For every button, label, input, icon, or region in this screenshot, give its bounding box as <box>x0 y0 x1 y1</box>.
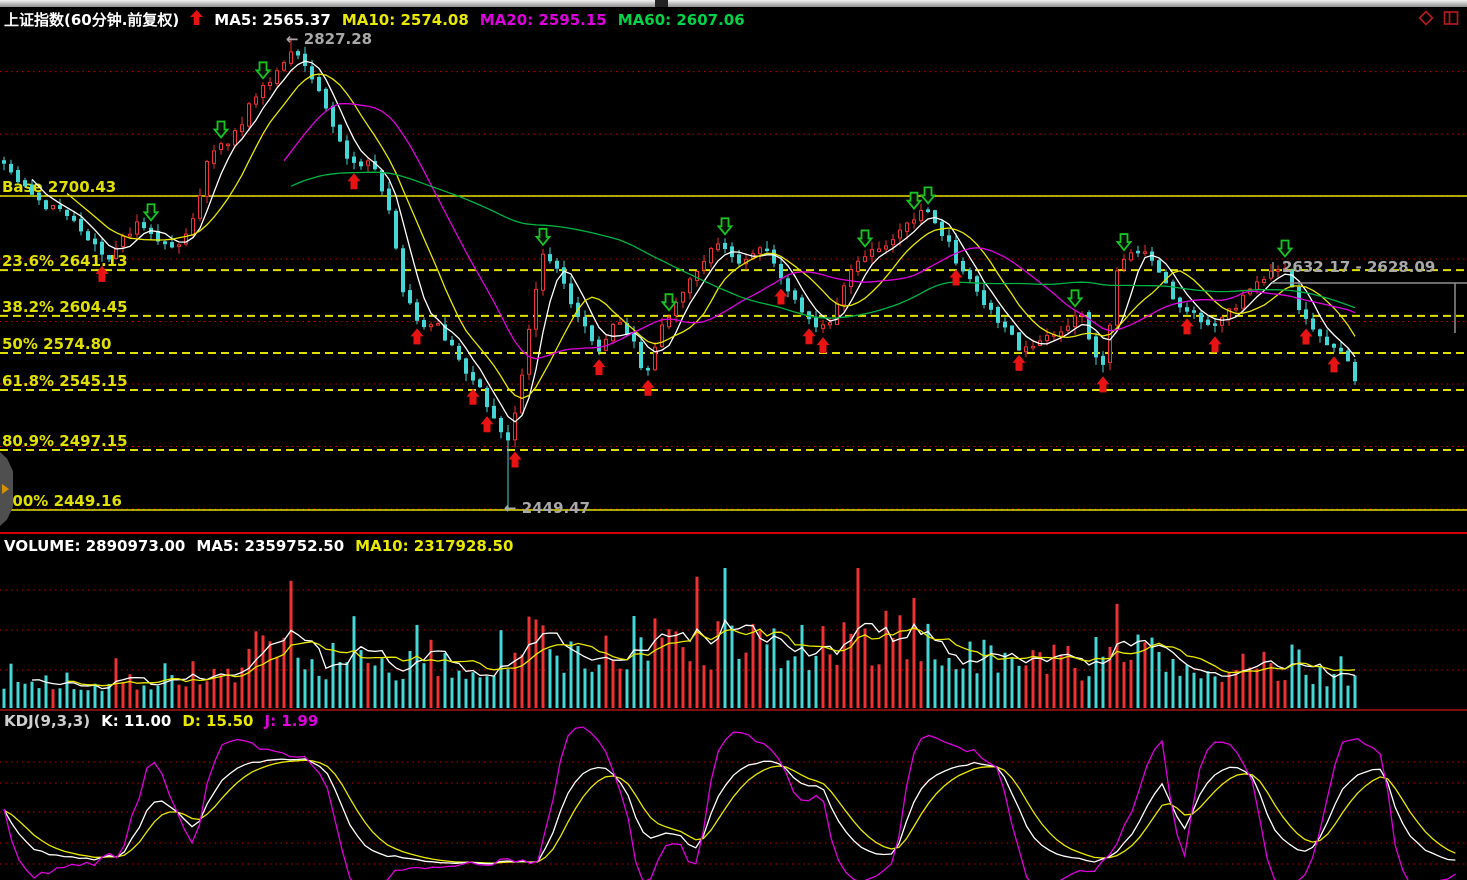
svg-text:23.6% 2641.13: 23.6% 2641.13 <box>2 252 128 270</box>
candlestick-series <box>2 37 1357 510</box>
kdj-panel <box>0 726 1467 880</box>
main-chart-header: 上证指数(60分钟.前复权) MA5: 2565.37 MA10: 2574.0… <box>4 10 745 29</box>
red-up-arrow <box>347 173 361 190</box>
kdj-k-line <box>3 758 1456 865</box>
red-up-arrow <box>1299 328 1313 345</box>
volume-ma-lines <box>31 618 1356 690</box>
red-up-arrow <box>1180 318 1194 335</box>
kdj-label: KDJ(9,3,3) <box>4 712 91 730</box>
price-annotations: ← 2827.28 ← 2449.47 2632.17 - 2628.09 <box>286 30 1467 517</box>
green-down-arrow <box>856 229 874 248</box>
svg-text:50% 2574.80: 50% 2574.80 <box>2 335 111 353</box>
red-up-arrow <box>410 328 424 345</box>
k-value: K: 11.00 <box>101 712 172 730</box>
volume-panel-separator <box>0 532 1467 534</box>
vol-ma10-value: MA10: 2317928.50 <box>355 537 514 555</box>
green-down-arrow <box>905 191 923 211</box>
volume-bars <box>2 568 1357 708</box>
svg-text:100% 2449.16: 100% 2449.16 <box>2 492 122 510</box>
toolbar-icons <box>1418 10 1459 30</box>
ma-lines <box>31 60 1356 423</box>
green-down-arrow <box>1276 239 1294 258</box>
split-window-icon[interactable] <box>1443 10 1459 30</box>
chart-title: 上证指数(60分钟.前复权) <box>4 10 180 29</box>
red-up-arrow <box>1096 376 1110 393</box>
red-up-arrow <box>1327 356 1341 373</box>
signal-arrows <box>95 61 1341 468</box>
ma60-value: MA60: 2607.06 <box>617 10 745 29</box>
top-scrollbar[interactable] <box>0 0 1467 7</box>
vol-ma5-value: MA5: 2359752.50 <box>196 537 345 555</box>
red-up-arrow <box>949 269 963 286</box>
j-value: J: 1.99 <box>264 712 319 730</box>
svg-text:80.9% 2497.15: 80.9% 2497.15 <box>2 432 128 450</box>
sidebar-expand-handle[interactable] <box>0 452 13 526</box>
red-up-arrow <box>1208 336 1222 353</box>
ma10-value: MA10: 2574.08 <box>341 10 469 29</box>
red-up-arrow <box>1012 354 1026 371</box>
green-down-arrow <box>716 217 734 236</box>
d-value: D: 15.50 <box>182 712 254 730</box>
red-up-arrow <box>466 388 480 405</box>
red-up-arrow <box>508 451 522 468</box>
scrollbar-notch <box>655 0 668 7</box>
green-down-arrow <box>1115 233 1133 252</box>
red-up-arrow <box>480 416 494 433</box>
expand-arrow-icon <box>2 484 9 494</box>
green-down-arrow <box>212 120 230 139</box>
red-up-arrow <box>816 337 830 354</box>
red-up-arrow <box>95 265 109 282</box>
volume-panel <box>0 568 1467 708</box>
ma20-value: MA20: 2595.15 <box>479 10 607 29</box>
kdj-j-line <box>3 726 1456 880</box>
kdj-d-line <box>3 759 1456 864</box>
green-down-arrow <box>660 293 678 312</box>
red-up-arrow-icon <box>190 10 204 29</box>
svg-text:← 2449.47: ← 2449.47 <box>504 499 590 517</box>
green-down-arrow <box>142 203 160 222</box>
green-down-arrow <box>919 186 937 205</box>
red-up-arrow <box>641 379 655 396</box>
volume-header: VOLUME: 2890973.00 MA5: 2359752.50 MA10:… <box>4 537 513 555</box>
green-down-arrow <box>534 227 552 247</box>
svg-text:2632.17 - 2628.09: 2632.17 - 2628.09 <box>1282 258 1435 276</box>
green-down-arrow <box>254 61 272 80</box>
diamond-icon[interactable] <box>1418 10 1434 30</box>
red-up-arrow <box>802 328 816 345</box>
kdj-header: KDJ(9,3,3) K: 11.00 D: 15.50 J: 1.99 <box>4 712 318 730</box>
kdj-panel-separator <box>0 709 1467 711</box>
red-up-arrow <box>592 359 606 376</box>
svg-text:61.8% 2545.15: 61.8% 2545.15 <box>2 372 128 390</box>
svg-text:38.2% 2604.45: 38.2% 2604.45 <box>2 298 128 316</box>
svg-text:← 2827.28: ← 2827.28 <box>286 30 372 48</box>
ma5-value: MA5: 2565.37 <box>214 10 331 29</box>
red-up-arrow <box>774 288 788 305</box>
volume-value: VOLUME: 2890973.00 <box>4 537 186 555</box>
green-down-arrow <box>1066 289 1084 308</box>
